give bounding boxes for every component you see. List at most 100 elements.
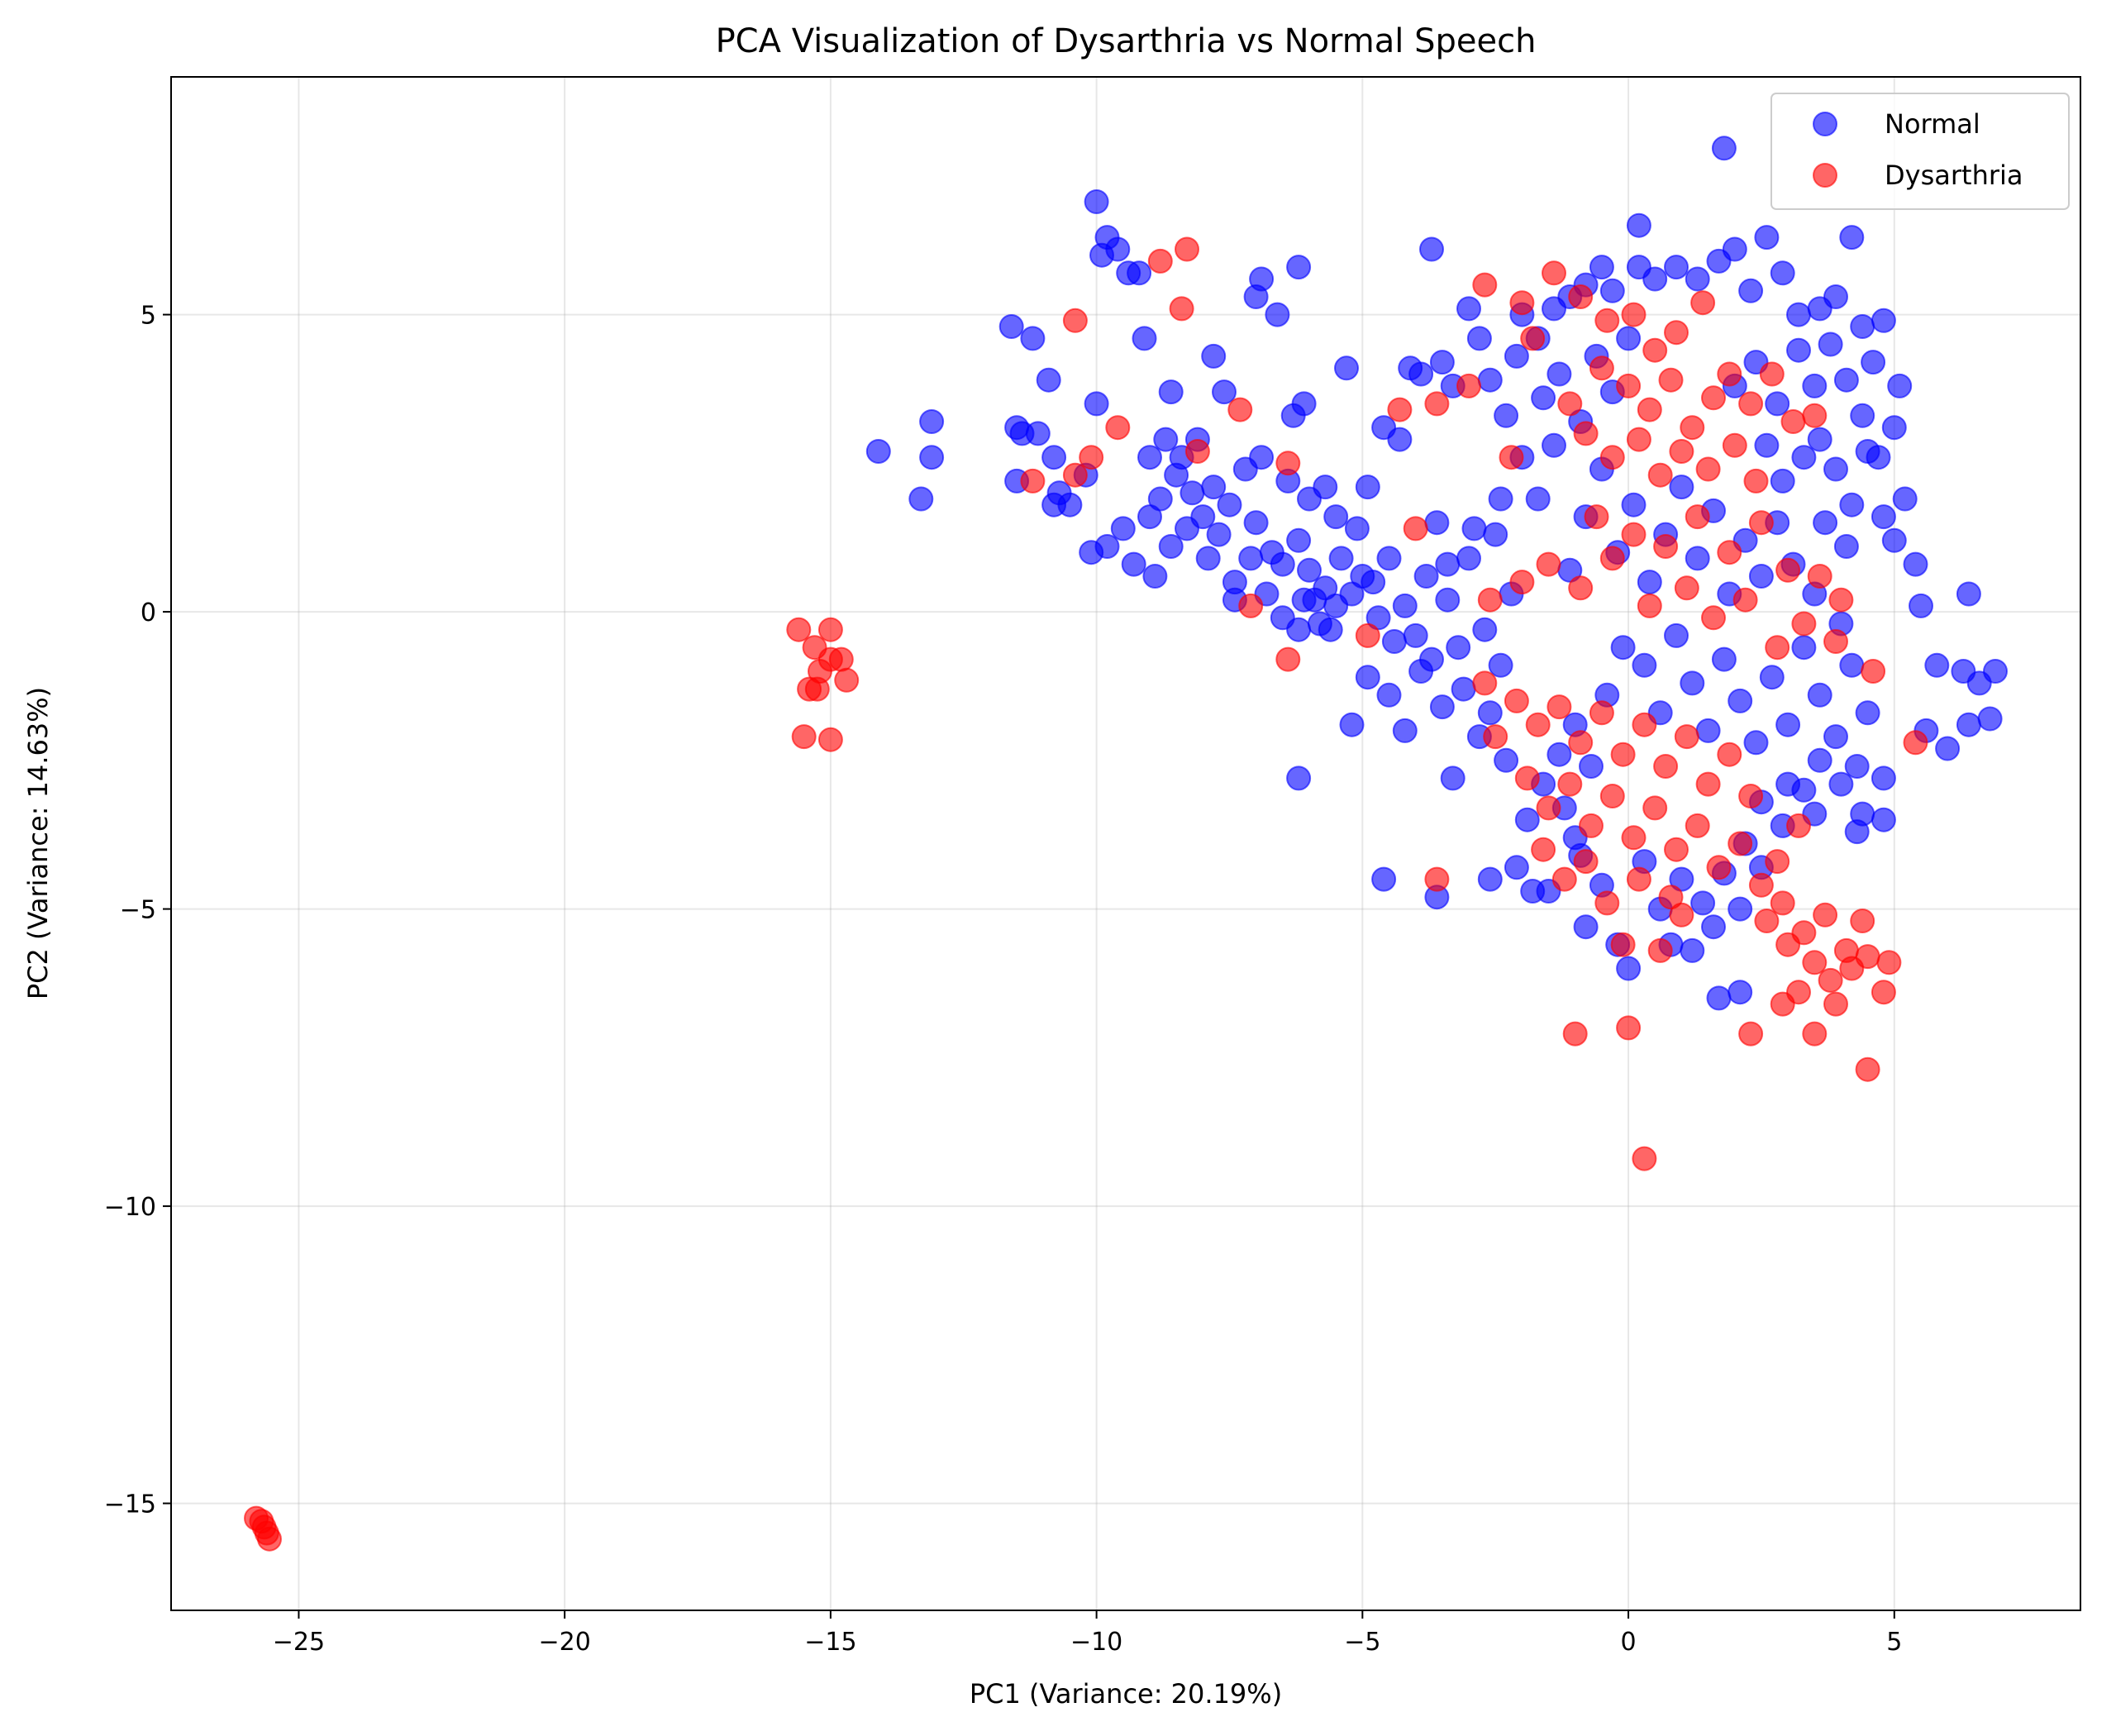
data-point <box>1195 546 1221 571</box>
data-point <box>1669 439 1694 464</box>
data-point <box>1249 266 1275 292</box>
data-point <box>817 727 843 752</box>
data-point <box>1381 629 1407 654</box>
data-point <box>1419 646 1444 672</box>
data-point <box>998 314 1024 339</box>
data-point <box>1610 635 1636 661</box>
data-point <box>1977 706 2003 732</box>
data-point <box>1653 534 1679 559</box>
data-point <box>1802 373 1828 398</box>
data-point <box>1791 777 1817 803</box>
data-point <box>1717 540 1742 565</box>
data-point <box>1653 754 1679 779</box>
data-point <box>1573 849 1599 875</box>
data-point <box>1546 694 1572 720</box>
data-point <box>1435 551 1461 577</box>
data-point <box>1823 724 1848 750</box>
data-point <box>1887 373 1913 398</box>
x-axis-label: PC1 (Variance: 20.19%) <box>970 1678 1282 1710</box>
data-point <box>1621 302 1647 327</box>
data-point <box>1722 236 1747 262</box>
data-point <box>1881 415 1907 441</box>
data-point <box>1701 385 1726 411</box>
data-point <box>1105 415 1131 441</box>
data-point <box>1770 260 1795 286</box>
data-point <box>1514 807 1540 832</box>
data-point <box>1754 225 1780 250</box>
data-point <box>1855 439 1880 464</box>
data-point <box>1275 451 1301 476</box>
data-point <box>1844 819 1870 845</box>
data-point <box>1924 652 1950 678</box>
data-point <box>1632 1146 1657 1171</box>
data-point <box>1616 956 1642 981</box>
data-point <box>1062 462 1088 488</box>
data-point <box>1839 956 1865 981</box>
data-point <box>1525 486 1551 512</box>
data-point <box>1770 468 1795 494</box>
data-point <box>1833 534 1859 559</box>
data-point <box>1392 593 1418 618</box>
data-point <box>1212 379 1237 405</box>
data-point <box>1158 534 1184 559</box>
data-point <box>1903 551 1928 577</box>
data-point <box>1599 784 1625 808</box>
data-point <box>1403 516 1428 541</box>
data-point <box>834 667 860 693</box>
data-point <box>1850 909 1875 933</box>
data-point <box>1509 570 1535 595</box>
data-point <box>1839 225 1865 250</box>
data-point <box>1647 937 1673 963</box>
data-point <box>1748 510 1774 536</box>
data-point <box>1488 486 1513 512</box>
data-point <box>1461 516 1487 541</box>
data-point <box>1775 932 1801 957</box>
data-point <box>1711 136 1737 161</box>
y-tick-label: 0 <box>141 599 156 627</box>
legend-label-dysarthria: Dysarthria <box>1885 160 2023 191</box>
x-tick-label: 0 <box>1621 1628 1637 1657</box>
data-point <box>1286 527 1312 553</box>
data-point <box>1323 593 1349 618</box>
data-point <box>1786 813 1811 838</box>
data-point <box>1355 475 1380 500</box>
data-point <box>1536 551 1561 577</box>
data-point <box>1568 730 1594 756</box>
x-tick-label: −20 <box>538 1628 590 1657</box>
data-point <box>1701 605 1726 631</box>
data-point <box>1376 546 1402 571</box>
data-point <box>1861 350 1886 375</box>
y-axis-label: PC2 (Variance: 14.63%) <box>22 687 54 999</box>
data-point <box>1786 302 1811 327</box>
data-point <box>1344 516 1370 541</box>
data-point <box>1542 432 1566 458</box>
data-point <box>1132 326 1157 351</box>
data-point <box>1020 326 1046 351</box>
data-point <box>1286 255 1312 280</box>
data-point <box>1871 980 1896 1005</box>
data-point <box>1579 813 1604 838</box>
data-point <box>1706 985 1732 1011</box>
data-point <box>1504 855 1529 880</box>
data-point <box>817 617 843 642</box>
data-point <box>1621 522 1647 547</box>
data-point <box>1850 403 1875 428</box>
data-point <box>1041 445 1067 470</box>
data-point <box>1695 771 1721 797</box>
data-point <box>1265 302 1290 327</box>
data-point <box>1084 189 1109 214</box>
data-point <box>1451 676 1476 702</box>
data-point <box>1813 510 1838 536</box>
data-point <box>1169 296 1194 322</box>
data-point <box>1579 754 1604 779</box>
data-point <box>251 1514 277 1540</box>
data-point <box>1903 730 1928 756</box>
data-point <box>1477 700 1503 726</box>
data-point <box>908 486 934 512</box>
data-point <box>1525 712 1551 737</box>
data-point <box>1828 587 1854 613</box>
data-point <box>1621 825 1647 851</box>
data-point <box>1658 885 1684 910</box>
data-point <box>1137 445 1162 470</box>
data-point <box>1217 492 1242 517</box>
